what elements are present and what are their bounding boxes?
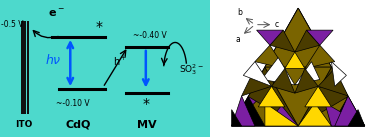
- Polygon shape: [341, 89, 365, 126]
- Polygon shape: [318, 68, 348, 96]
- Polygon shape: [255, 45, 285, 68]
- Polygon shape: [282, 8, 315, 38]
- Polygon shape: [348, 110, 365, 126]
- Polygon shape: [298, 67, 348, 126]
- Polygon shape: [262, 58, 295, 85]
- Text: MV: MV: [137, 120, 156, 130]
- Polygon shape: [258, 86, 285, 107]
- Polygon shape: [265, 8, 332, 67]
- Polygon shape: [242, 68, 271, 96]
- Text: SO$_3^{2-}$: SO$_3^{2-}$: [178, 62, 203, 77]
- Text: ~-0.40 V: ~-0.40 V: [133, 31, 167, 40]
- Polygon shape: [295, 30, 320, 52]
- Polygon shape: [232, 96, 262, 126]
- Polygon shape: [232, 8, 365, 126]
- Bar: [21, 21, 26, 114]
- Text: c: c: [274, 20, 279, 29]
- Polygon shape: [305, 45, 335, 68]
- Polygon shape: [295, 62, 320, 85]
- Polygon shape: [295, 68, 318, 93]
- Polygon shape: [248, 67, 298, 126]
- Text: *: *: [142, 97, 149, 111]
- Text: e$^-$: e$^-$: [48, 8, 65, 19]
- Polygon shape: [265, 67, 332, 126]
- Text: b: b: [237, 8, 242, 17]
- Bar: [27, 21, 29, 114]
- Polygon shape: [265, 105, 298, 126]
- Text: CdQ: CdQ: [66, 120, 91, 130]
- Text: ~-0.10 V: ~-0.10 V: [56, 99, 89, 108]
- FancyBboxPatch shape: [0, 0, 214, 137]
- Text: a: a: [236, 35, 241, 44]
- Polygon shape: [298, 103, 332, 126]
- Polygon shape: [257, 30, 283, 45]
- Polygon shape: [335, 96, 365, 126]
- Polygon shape: [270, 30, 295, 52]
- FancyBboxPatch shape: [210, 0, 378, 137]
- Text: $h\nu$: $h\nu$: [45, 53, 62, 67]
- Polygon shape: [332, 97, 365, 126]
- Text: -0.5 V: -0.5 V: [2, 20, 24, 29]
- Polygon shape: [265, 103, 298, 126]
- Polygon shape: [271, 68, 295, 93]
- Polygon shape: [243, 62, 271, 86]
- Polygon shape: [307, 30, 333, 45]
- Polygon shape: [285, 52, 305, 68]
- Text: *: *: [95, 20, 102, 34]
- Polygon shape: [325, 103, 365, 126]
- Polygon shape: [232, 96, 255, 126]
- Polygon shape: [232, 110, 242, 126]
- Text: h$^+$: h$^+$: [113, 54, 128, 68]
- Polygon shape: [332, 62, 346, 86]
- Polygon shape: [305, 86, 332, 107]
- Text: ITO: ITO: [15, 120, 33, 129]
- Polygon shape: [232, 97, 265, 126]
